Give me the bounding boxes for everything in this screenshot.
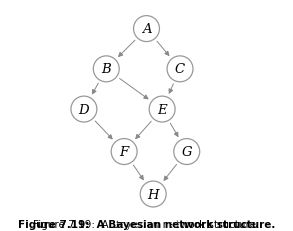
Circle shape <box>167 57 193 82</box>
Circle shape <box>149 97 175 122</box>
Circle shape <box>111 139 137 165</box>
Text: A: A <box>142 23 151 36</box>
Circle shape <box>174 139 200 165</box>
Circle shape <box>93 57 119 82</box>
Text: D: D <box>79 103 89 116</box>
Text: H: H <box>147 188 159 201</box>
Circle shape <box>134 17 159 42</box>
Text: F: F <box>120 145 129 158</box>
Circle shape <box>71 97 97 122</box>
Text: Figure 7.19:  A Bayesian network structure.: Figure 7.19: A Bayesian network structur… <box>18 219 275 229</box>
Text: C: C <box>175 63 185 76</box>
Text: Figure 7.19:: Figure 7.19: <box>111 219 182 229</box>
Text: B: B <box>101 63 111 76</box>
Circle shape <box>140 181 166 207</box>
Text: G: G <box>181 145 192 158</box>
Text: E: E <box>157 103 167 116</box>
Text: Figure 7.19:  A Bayesian network structure.: Figure 7.19: A Bayesian network structur… <box>33 219 260 229</box>
